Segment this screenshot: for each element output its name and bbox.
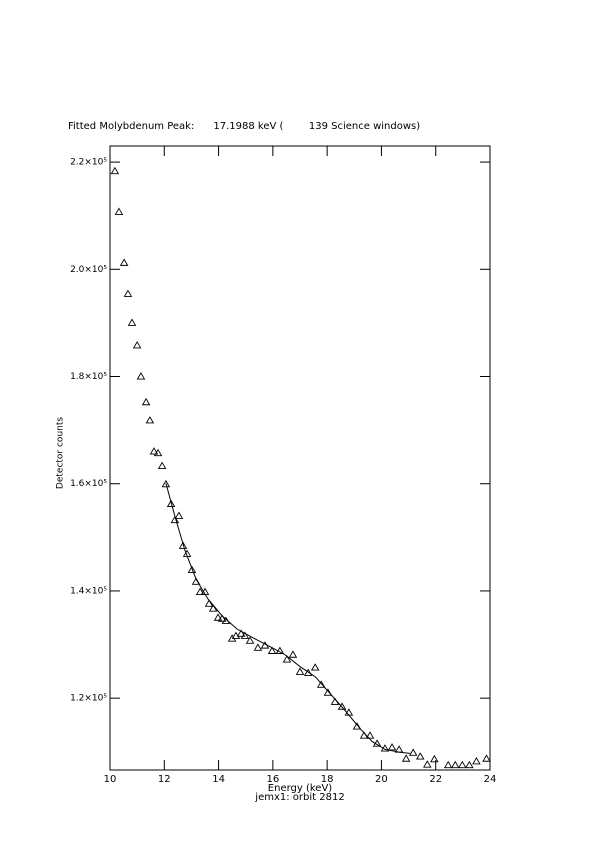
data-point <box>415 752 425 760</box>
y-tick-label: 2.2×10⁵ <box>70 158 107 168</box>
x-tick-label: 16 <box>266 774 279 785</box>
data-point <box>141 397 151 406</box>
data-point <box>365 731 375 739</box>
data-point <box>195 587 205 595</box>
data-point <box>253 643 263 651</box>
data-point <box>337 702 347 710</box>
data-point <box>295 667 305 675</box>
data-point <box>423 760 432 768</box>
data-point <box>458 760 467 769</box>
data-point <box>236 629 246 637</box>
data-point <box>387 743 397 751</box>
data-point <box>136 372 146 380</box>
data-point <box>310 663 320 671</box>
data-point <box>401 754 411 762</box>
x-axis-label: Energy (keV) <box>268 783 333 794</box>
data-point <box>472 757 481 765</box>
x-tick-label: 14 <box>212 774 225 785</box>
data-point <box>465 760 474 769</box>
data-point <box>166 499 176 508</box>
data-point <box>217 614 227 622</box>
x-tick-label: 18 <box>321 774 334 785</box>
data-point <box>153 448 163 457</box>
data-point <box>288 650 298 658</box>
y-tick-label: 2.0×10⁵ <box>70 265 107 275</box>
data-point <box>430 754 439 763</box>
x-tick-label: 20 <box>375 774 388 785</box>
data-point <box>114 207 124 215</box>
plot-frame <box>109 145 491 771</box>
data-point <box>323 688 333 696</box>
data-point <box>174 511 184 519</box>
fit-line <box>165 483 410 754</box>
data-point <box>208 604 218 612</box>
data-point <box>127 318 137 326</box>
data-point <box>316 680 326 688</box>
data-point <box>149 447 159 455</box>
data-point <box>450 760 460 769</box>
data-point <box>119 258 129 266</box>
data-point <box>213 613 223 621</box>
x-tick-label: 10 <box>104 774 117 785</box>
subtitle: jemx1: orbit 2812 <box>254 792 344 803</box>
y-tick-label: 1.4×10⁵ <box>70 586 107 596</box>
chart-title: Fitted Molybdenum Peak: 17.1988 keV ( 13… <box>68 121 420 132</box>
data-point <box>267 646 277 654</box>
data-point <box>282 655 292 663</box>
data-point <box>161 479 171 488</box>
data-point <box>240 631 250 639</box>
data-point <box>145 416 155 424</box>
x-tick-label: 22 <box>429 774 442 785</box>
data-point <box>170 515 180 524</box>
y-axis-label: Detector counts <box>56 417 66 489</box>
data-point <box>110 166 120 175</box>
data-point <box>408 748 418 756</box>
data-point <box>482 754 491 762</box>
data-point <box>187 565 197 573</box>
data-point <box>157 461 167 469</box>
data-point <box>245 636 255 644</box>
x-tick-label: 24 <box>484 774 497 785</box>
data-point <box>123 289 133 297</box>
y-tick-label: 1.2×10⁵ <box>70 694 107 704</box>
y-tick-label: 1.8×10⁵ <box>70 372 107 382</box>
y-tick-label: 1.6×10⁵ <box>70 479 107 489</box>
data-point <box>204 599 214 607</box>
data-point <box>443 760 453 769</box>
data-point <box>352 722 362 730</box>
data-point <box>303 668 313 676</box>
data-point <box>178 541 188 549</box>
data-point <box>132 341 142 349</box>
x-tick-label: 12 <box>158 774 171 785</box>
